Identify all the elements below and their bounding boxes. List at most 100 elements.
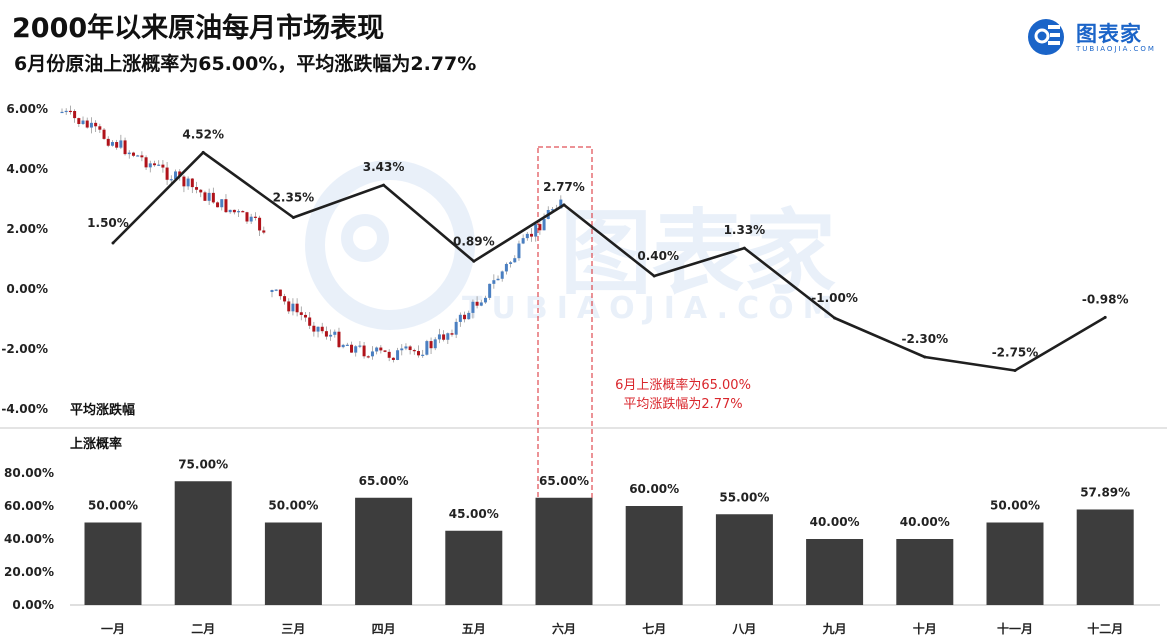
candle-body <box>224 199 228 213</box>
candle-body <box>362 345 366 357</box>
candle-body <box>182 176 186 187</box>
candle-body <box>312 325 316 332</box>
line-data-label: 4.52% <box>182 127 224 141</box>
line-point: 0.40% <box>637 249 679 278</box>
annotation-line-2: 平均涨跌幅为2.77% <box>623 396 742 412</box>
candle-body <box>513 258 517 263</box>
bar <box>625 506 683 605</box>
candle-body <box>144 157 148 168</box>
candle-body <box>287 301 291 312</box>
line-data-label: 2.35% <box>273 191 315 205</box>
line-data-label: -2.30% <box>901 332 948 346</box>
line-point: -2.75% <box>992 346 1038 372</box>
x-tick-label: 三月 <box>281 622 305 636</box>
bar-data-label: 65.00% <box>359 474 409 488</box>
bar <box>715 514 773 605</box>
candle-body <box>412 350 416 352</box>
line-chart-y-axis: 6.00% 4.00% 2.00% 0.00% -2.00% -4.00% <box>1 102 48 416</box>
line-point: -0.98% <box>1082 292 1129 319</box>
candle-body <box>391 357 395 360</box>
bar-data-label: 55.00% <box>719 490 769 504</box>
bar-data-label: 50.00% <box>268 499 318 513</box>
candle-body <box>396 350 400 360</box>
candle-body <box>450 333 454 335</box>
line-marker <box>923 355 927 359</box>
candle-body <box>496 278 500 281</box>
candle-body <box>488 283 492 298</box>
line-y-tick-label: -2.00% <box>1 342 48 356</box>
line-point: -2.30% <box>901 332 948 359</box>
candle-body <box>303 314 307 318</box>
watermark-sub-text: TUBIAOJIA.COM <box>462 291 841 326</box>
candle-body <box>366 356 370 358</box>
candle-body <box>102 129 106 139</box>
x-tick-label: 二月 <box>191 622 215 636</box>
candle-body <box>77 118 81 125</box>
candle-body <box>417 351 420 356</box>
candle-body <box>370 351 374 357</box>
candle-body <box>165 167 169 180</box>
candle-body <box>148 163 152 168</box>
candle-body <box>258 217 262 231</box>
line-y-tick-label: 6.00% <box>6 102 48 116</box>
line-data-label: -0.98% <box>1082 292 1129 306</box>
bar <box>1076 509 1134 605</box>
line-y-tick-label: -4.00% <box>1 402 48 416</box>
candle-body <box>521 238 525 244</box>
candle-body <box>329 334 333 337</box>
candle-body <box>337 331 341 348</box>
candle-body <box>442 334 446 340</box>
candle-body <box>60 111 64 114</box>
line-point: -1.00% <box>811 291 858 320</box>
bar-data-label: 65.00% <box>539 474 589 488</box>
line-marker <box>291 216 295 219</box>
x-tick-label: 十一月 <box>997 621 1033 636</box>
candle-body <box>169 179 173 181</box>
candle-body <box>237 211 241 213</box>
candle-body <box>291 303 295 312</box>
watermark-main-text: 图表家 <box>560 200 836 307</box>
bar-y-tick-label: 60.00% <box>4 499 54 513</box>
candle-body <box>341 344 345 348</box>
bar-data-label: 40.00% <box>900 515 950 529</box>
candle-body <box>157 164 161 166</box>
candle-body <box>295 303 299 313</box>
candle-body <box>211 192 215 203</box>
candle-body <box>299 312 303 315</box>
line-y-tick-label: 4.00% <box>6 162 48 176</box>
line-data-label: 1.33% <box>724 223 766 237</box>
line-point: 4.52% <box>182 127 224 154</box>
candle-body <box>429 341 433 349</box>
bar <box>896 539 954 605</box>
line-data-label: 3.43% <box>363 160 405 174</box>
candle-body <box>73 110 77 119</box>
candle-body <box>152 163 156 166</box>
candle-body <box>190 178 194 188</box>
chart-subtitle: 6月份原油上涨概率为65.00%，平均涨跌幅为2.77% <box>14 53 477 75</box>
candle-body <box>283 296 287 302</box>
bar <box>806 539 864 605</box>
candle-body <box>463 314 467 320</box>
watermark: 图表家 TUBIAOJIA.COM <box>305 160 841 330</box>
candle-body <box>458 314 462 322</box>
candle-body <box>106 138 110 146</box>
line-data-label: 1.50% <box>87 216 129 230</box>
candle-body <box>68 110 72 113</box>
candle-body <box>421 354 425 356</box>
candle-body <box>542 218 546 231</box>
line-marker <box>201 150 205 154</box>
bar <box>355 497 413 605</box>
candle-body <box>350 344 354 353</box>
brand-logo-icon <box>1028 19 1064 55</box>
line-point: 3.43% <box>363 160 405 187</box>
bar-data-label: 57.89% <box>1080 485 1130 499</box>
candle-body <box>404 346 408 349</box>
candle-body <box>98 126 102 130</box>
candle-body <box>324 331 328 337</box>
candle-body <box>123 140 127 155</box>
bar <box>535 497 593 605</box>
line-data-label: 2.77% <box>543 180 585 194</box>
line-y-tick-label: 2.00% <box>6 222 48 236</box>
candle-body <box>333 331 337 335</box>
